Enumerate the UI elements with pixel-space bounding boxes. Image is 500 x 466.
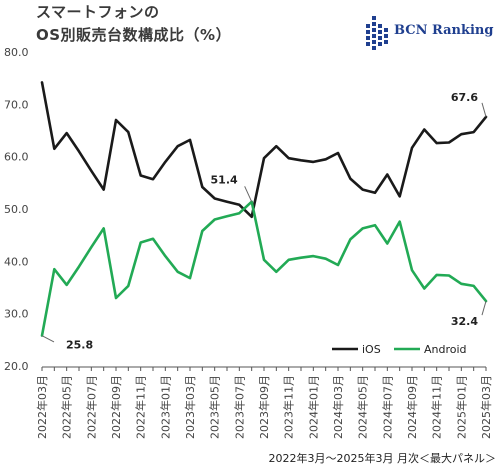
data-annotations: 25.8 51.4 67.6 32.4 xyxy=(41,91,487,352)
x-tick-label: 2022年05月 xyxy=(60,375,74,439)
x-tick-label: 2024年07月 xyxy=(380,375,394,439)
data-label: 25.8 xyxy=(66,339,93,352)
y-tick-label: 60.0 xyxy=(4,151,29,164)
x-axis: 2022年03月 2022年05月 2022年07月 2022年09月 2022年11月… xyxy=(35,366,493,439)
x-tick-label: 2025年01月 xyxy=(454,375,468,439)
series-lines xyxy=(40,81,488,337)
y-tick-label: 30.0 xyxy=(4,308,29,321)
annotation-leader-line xyxy=(41,335,55,343)
x-tick-label: 2023年03月 xyxy=(183,375,197,439)
bcn-ranking-logo: BCN Ranking xyxy=(364,14,494,50)
x-tick-label: 2022年09月 xyxy=(109,375,123,439)
annotation-leader-line xyxy=(481,300,487,316)
x-tick-label: 2022年07月 xyxy=(84,375,98,439)
y-tick-label: 70.0 xyxy=(4,98,29,111)
y-tick-label: 40.0 xyxy=(4,255,29,268)
footer-note: 2022年3月～2025年3月 月次＜最大パネル＞ xyxy=(268,452,496,465)
annotation-leader-line xyxy=(244,186,253,202)
data-label: 67.6 xyxy=(451,91,478,104)
x-tick-label: 2023年11月 xyxy=(282,375,296,439)
chart-title-line1: スマートフォンの xyxy=(36,3,160,21)
x-tick-label: 2024年11月 xyxy=(430,375,444,439)
legend-label-android: Android xyxy=(424,343,467,356)
series-line-android xyxy=(40,200,488,337)
x-tick-label: 2023年07月 xyxy=(232,375,246,439)
legend: iOS Android xyxy=(332,343,467,356)
x-tick-label: 2025年03月 xyxy=(479,375,493,439)
x-tick-label: 2024年01月 xyxy=(306,375,320,439)
x-tick-label: 2024年09月 xyxy=(405,375,419,439)
x-tick-label: 2024年03月 xyxy=(331,375,345,439)
annotation-leader-line xyxy=(481,102,487,118)
y-axis: 20.0 30.0 40.0 50.0 60.0 70.0 80.0 xyxy=(4,46,29,373)
bcn-logo-icon xyxy=(366,16,388,50)
legend-label-ios: iOS xyxy=(362,343,381,356)
x-tick-label: 2024年05月 xyxy=(356,375,370,439)
x-tick-label: 2022年11月 xyxy=(134,375,148,439)
x-tick-label: 2023年09月 xyxy=(257,375,271,439)
x-tick-label: 2023年01月 xyxy=(158,375,172,439)
data-label: 51.4 xyxy=(211,174,238,187)
series-line-ios xyxy=(40,81,488,219)
x-tick-label: 2023年05月 xyxy=(208,375,222,439)
y-tick-label: 20.0 xyxy=(4,360,29,373)
y-tick-label: 80.0 xyxy=(4,46,29,59)
chart-title-line2: OS別販売台数構成比（%） xyxy=(36,26,232,44)
y-tick-label: 50.0 xyxy=(4,203,29,216)
x-tick-label: 2022年03月 xyxy=(35,375,49,439)
logo-text: BCN Ranking xyxy=(394,23,494,38)
data-label: 32.4 xyxy=(451,315,478,328)
